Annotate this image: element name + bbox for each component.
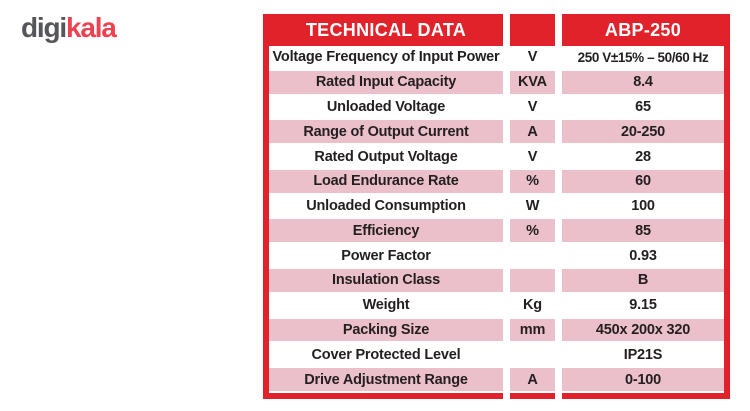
spec-value-cell: 65 <box>562 95 724 121</box>
spec-value-cell: 85 <box>562 219 724 245</box>
spec-unit-cell: A <box>510 368 555 393</box>
spec-value-cell: 20-250 <box>562 120 724 146</box>
digikala-logo-gray-text: digi <box>21 12 67 43</box>
name-rows: Voltage Frequency of Input Power Rated In… <box>269 46 503 393</box>
spec-unit-cell: V <box>510 95 555 121</box>
spec-name-cell: Insulation Class <box>269 269 503 294</box>
spec-name-cell: Weight <box>269 293 503 319</box>
value-rows: 250 V±15% – 50/60 Hz 8.4 65 20-250 28 60 100 85… <box>562 46 724 393</box>
spec-unit-cell: V <box>510 145 555 170</box>
spec-value-cell: 28 <box>562 145 724 170</box>
spec-unit-cell: mm <box>510 318 555 344</box>
spec-name-cell: Unloaded Voltage <box>269 95 503 121</box>
digikala-logo: digikala <box>21 11 117 45</box>
spec-value-cell: IP21S <box>562 343 724 369</box>
spec-unit-cell: % <box>510 219 555 245</box>
spec-name-cell: Packing Size <box>269 318 503 344</box>
spec-name-cell: Range of Output Current <box>269 120 503 146</box>
spec-name-cell: Rated Output Voltage <box>269 145 503 170</box>
spec-unit-cell <box>510 343 555 369</box>
spec-unit-cell: Kg <box>510 293 555 319</box>
spec-name-cell: Cover Protected Level <box>269 343 503 369</box>
spec-value-cell: 100 <box>562 194 724 220</box>
spec-unit-cell: V <box>510 46 555 71</box>
spec-value-cell: 250 V±15% – 50/60 Hz <box>562 46 724 71</box>
spec-value-cell: 0-100 <box>562 368 724 393</box>
spec-unit-cell <box>510 269 555 294</box>
spec-name-cell: Rated Input Capacity <box>269 70 503 96</box>
spec-name-cell: Efficiency <box>269 219 503 245</box>
digikala-logo-red-text: kala <box>65 12 117 43</box>
value-column-bottom-border <box>562 393 724 399</box>
spec-unit-cell: W <box>510 194 555 220</box>
spec-unit-cell: A <box>510 120 555 146</box>
spec-name-cell: Drive Adjustment Range <box>269 368 503 393</box>
spec-name-cell: Load Endurance Rate <box>269 169 503 195</box>
spec-name-cell: Power Factor <box>269 244 503 270</box>
spec-name-cell: Voltage Frequency of Input Power <box>269 46 503 71</box>
spec-value-cell: 9.15 <box>562 293 724 319</box>
name-column-bottom-border <box>269 393 503 399</box>
technical-data-table: TECHNICAL DATA Voltage Frequency of Inpu… <box>263 14 730 399</box>
spec-name-column: TECHNICAL DATA Voltage Frequency of Inpu… <box>263 14 503 399</box>
spec-value-cell: 450x 200x 320 <box>562 318 724 344</box>
model-header: ABP-250 <box>562 14 724 46</box>
spec-value-cell: 60 <box>562 169 724 195</box>
spec-unit-cell: % <box>510 169 555 195</box>
spec-value-column: ABP-250 250 V±15% – 50/60 Hz 8.4 65 20-250 2… <box>562 14 730 399</box>
spec-unit-cell <box>510 244 555 270</box>
table-title: TECHNICAL DATA <box>269 14 503 46</box>
spec-unit-cell: KVA <box>510 70 555 96</box>
unit-column-header <box>510 14 555 46</box>
unit-column-bottom-border <box>510 393 555 399</box>
spec-name-cell: Unloaded Consumption <box>269 194 503 220</box>
spec-value-cell: B <box>562 269 724 294</box>
spec-unit-column: V KVA V A V% W% Kg mm A <box>510 14 555 399</box>
spec-value-cell: 0.93 <box>562 244 724 270</box>
spec-value-cell: 8.4 <box>562 70 724 96</box>
unit-rows: V KVA V A V% W% Kg mm A <box>510 46 555 393</box>
